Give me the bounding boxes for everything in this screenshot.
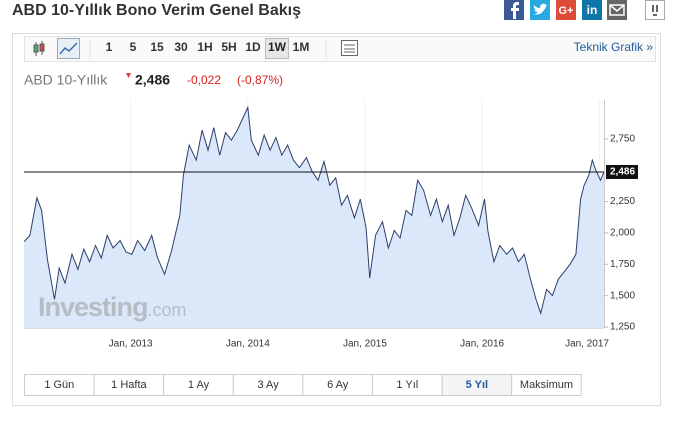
line-chart-button[interactable]: [57, 38, 80, 59]
y-tick-label: 2,000: [610, 228, 635, 239]
print-icon: [652, 5, 658, 16]
range-label: 1 Yıl: [396, 379, 418, 391]
range-label: 1 Ay: [188, 379, 210, 391]
quote-price: 2,486: [135, 72, 170, 88]
candle-icon[interactable]: [33, 41, 45, 56]
settings-icon[interactable]: [341, 40, 358, 56]
twitter-icon: [533, 3, 548, 15]
watermark: Investing .com: [38, 292, 187, 322]
timeframe-button[interactable]: 1H: [197, 40, 212, 54]
linkedin-label: in: [587, 3, 598, 17]
quote-change: -0,022: [187, 73, 221, 87]
mail-icon: [609, 4, 625, 16]
timeframe-button[interactable]: 30: [174, 40, 188, 54]
range-label: 1 Gün: [44, 379, 74, 391]
timeframe-button[interactable]: 5: [130, 40, 137, 54]
range-label: 3 Ay: [257, 379, 279, 391]
facebook-icon: [511, 2, 519, 19]
price-line: [23, 105, 605, 315]
timeframe-button[interactable]: 1M: [293, 40, 310, 54]
range-button[interactable]: [511, 374, 582, 396]
quote-change-pct: (-0,87%): [237, 73, 283, 87]
technical-chart-link[interactable]: Teknik Grafik »: [574, 40, 654, 54]
watermark-suffix: .com: [148, 300, 187, 320]
googleplus-label: G+: [559, 5, 574, 17]
x-tick-label: Jan, 2014: [226, 339, 270, 350]
y-tick-label: 2,750: [610, 134, 635, 145]
timeframes: 1 5 15 30 1H 5H 1D 1W 1M: [106, 38, 310, 59]
x-tick-label: Jan, 2015: [343, 339, 387, 350]
page-title: ABD 10-Yıllık Bono Verim Genel Bakış: [12, 2, 301, 19]
last-price-label: 2,486: [610, 167, 635, 178]
down-arrow: [126, 73, 131, 78]
x-tick-label: Jan, 2017: [565, 339, 609, 350]
line-icon: [59, 42, 78, 55]
timeframe-button[interactable]: 15: [150, 40, 164, 54]
chart: 1,250 1,500 1,750 2,000 2,250 2,750 Jan, 2013 J…: [23, 100, 638, 350]
googleplus-button[interactable]: [556, 0, 576, 20]
range-label: 6 Ay: [327, 379, 349, 391]
timeframe-button[interactable]: 5H: [221, 40, 236, 54]
y-tick-label: 1,250: [610, 322, 635, 333]
timeframe-button[interactable]: 1W: [268, 40, 287, 54]
quote-name: ABD 10-Yıllık: [24, 72, 108, 88]
area-fill: [24, 107, 604, 328]
range-buttons: 1 Gün 1 Hafta 1 Ay 3 Ay 6 Ay 1 Yıl 5 Yıl Maksim…: [24, 374, 582, 396]
range-label: 5 Yıl: [466, 379, 488, 391]
y-tick-label: 1,750: [610, 259, 635, 270]
timeframe-button[interactable]: 1: [106, 40, 113, 54]
y-tick-label: 1,500: [610, 290, 635, 301]
watermark-brand: Investing: [38, 292, 148, 322]
last-price-box: [606, 164, 638, 179]
range-label: 1 Hafta: [111, 379, 147, 391]
timeframe-button[interactable]: 1D: [245, 40, 261, 54]
y-tick-label: 2,250: [610, 196, 635, 207]
timeframe-active-bg: [265, 38, 289, 59]
range-label: Maksimum: [520, 379, 573, 391]
x-tick-label: Jan, 2013: [109, 339, 153, 350]
linkedin-button[interactable]: [582, 0, 602, 20]
toolbar: [24, 36, 656, 62]
print-button[interactable]: [645, 0, 665, 20]
x-tick-label: Jan, 2016: [460, 339, 504, 350]
